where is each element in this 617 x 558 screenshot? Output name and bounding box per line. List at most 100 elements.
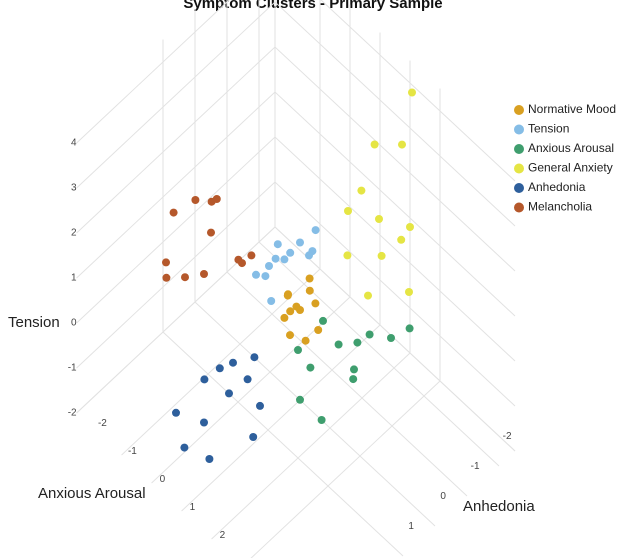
y-tick-label: 0 bbox=[440, 491, 446, 502]
data-point bbox=[405, 288, 413, 296]
data-point bbox=[249, 433, 258, 441]
y-grid-line bbox=[162, 39, 404, 557]
legend-swatch bbox=[514, 202, 524, 213]
data-point bbox=[301, 336, 310, 345]
data-point bbox=[286, 331, 294, 340]
data-point bbox=[280, 313, 289, 322]
z-grid-line bbox=[76, 181, 516, 407]
data-point bbox=[398, 140, 406, 149]
legend-swatch bbox=[514, 183, 524, 193]
data-point bbox=[364, 291, 372, 300]
data-point bbox=[234, 255, 243, 264]
data-point bbox=[200, 375, 209, 384]
legend-swatch bbox=[514, 163, 524, 174]
data-point bbox=[317, 416, 326, 424]
z-tick-label: 0 bbox=[71, 318, 77, 329]
x-tick-label: -1 bbox=[128, 446, 137, 457]
data-point bbox=[286, 307, 295, 316]
z-axis-title: Tension bbox=[8, 314, 60, 331]
z-tick-label: 3 bbox=[71, 183, 77, 194]
x-axis-title: Anxious Arousal bbox=[38, 485, 146, 502]
data-point bbox=[267, 297, 276, 305]
x-grid-line bbox=[121, 0, 321, 456]
data-point bbox=[349, 375, 358, 384]
legend-label: Melancholia bbox=[528, 200, 592, 214]
legend-label: Tension bbox=[528, 122, 569, 136]
data-point bbox=[181, 273, 189, 282]
data-point bbox=[294, 346, 302, 354]
x-tick-label: 0 bbox=[160, 474, 166, 485]
legend-label: Normative Mood bbox=[528, 102, 616, 116]
data-point bbox=[305, 286, 314, 295]
y-tick-label: -2 bbox=[503, 431, 512, 442]
data-point bbox=[162, 258, 170, 267]
data-point bbox=[207, 228, 215, 237]
x-grid-line bbox=[211, 60, 411, 540]
data-point bbox=[296, 395, 304, 404]
data-point bbox=[343, 251, 352, 260]
data-point bbox=[273, 240, 282, 249]
z-grid-line bbox=[76, 46, 516, 272]
data-point bbox=[311, 299, 320, 308]
legend-label: Anxious Arousal bbox=[528, 141, 614, 155]
y-tick-label: 1 bbox=[408, 521, 414, 532]
data-point bbox=[365, 330, 374, 339]
data-point bbox=[353, 338, 362, 347]
legend-swatch bbox=[514, 144, 524, 154]
legend-swatch bbox=[514, 124, 524, 135]
data-point bbox=[397, 235, 406, 244]
y-grid-line bbox=[226, 0, 468, 497]
data-point bbox=[205, 455, 214, 463]
legend-label: Anhedonia bbox=[528, 180, 586, 194]
data-point bbox=[256, 401, 264, 410]
data-point bbox=[350, 365, 358, 374]
data-point bbox=[311, 226, 320, 235]
data-point bbox=[243, 375, 252, 384]
data-point bbox=[162, 273, 171, 282]
data-point bbox=[296, 238, 304, 247]
z-grid-line bbox=[76, 1, 516, 227]
data-point bbox=[334, 340, 343, 349]
x-grid-line bbox=[181, 32, 381, 512]
data-point bbox=[283, 291, 292, 300]
data-point bbox=[261, 272, 270, 281]
legend-swatch bbox=[514, 105, 524, 115]
data-point bbox=[319, 316, 327, 325]
data-point bbox=[252, 270, 260, 279]
data-point bbox=[306, 363, 315, 372]
z-tick-label: -1 bbox=[68, 363, 77, 374]
x-grid-line bbox=[151, 4, 351, 484]
data-point bbox=[200, 418, 208, 427]
data-point bbox=[172, 408, 180, 417]
z-tick-label: 1 bbox=[71, 273, 77, 284]
z-grid-line bbox=[76, 0, 516, 182]
data-point bbox=[229, 358, 237, 367]
y-grid-line bbox=[194, 9, 436, 527]
z-grid-line bbox=[76, 226, 516, 452]
data-point bbox=[169, 208, 178, 217]
data-point bbox=[271, 254, 280, 263]
y-tick-label: -1 bbox=[471, 461, 480, 472]
x-tick-label: 1 bbox=[190, 502, 196, 513]
data-point bbox=[225, 389, 233, 398]
z-tick-label: 4 bbox=[71, 138, 77, 149]
data-point bbox=[387, 334, 395, 342]
chart-title: Symptom Clusters - Primary Sample bbox=[183, 0, 442, 12]
data-point bbox=[305, 251, 313, 260]
data-point bbox=[191, 196, 200, 204]
data-point bbox=[200, 270, 208, 278]
data-point bbox=[280, 255, 289, 264]
data-point bbox=[377, 251, 386, 260]
y-grid-line bbox=[258, 0, 500, 467]
z-grid-line bbox=[76, 91, 516, 317]
data-point bbox=[250, 353, 259, 362]
data-point bbox=[314, 326, 323, 334]
data-point bbox=[405, 324, 414, 333]
data-point bbox=[215, 364, 224, 373]
data-point bbox=[344, 207, 352, 215]
data-point bbox=[305, 274, 314, 283]
data-point bbox=[265, 262, 273, 270]
data-point bbox=[247, 251, 256, 260]
data-point bbox=[292, 302, 301, 311]
